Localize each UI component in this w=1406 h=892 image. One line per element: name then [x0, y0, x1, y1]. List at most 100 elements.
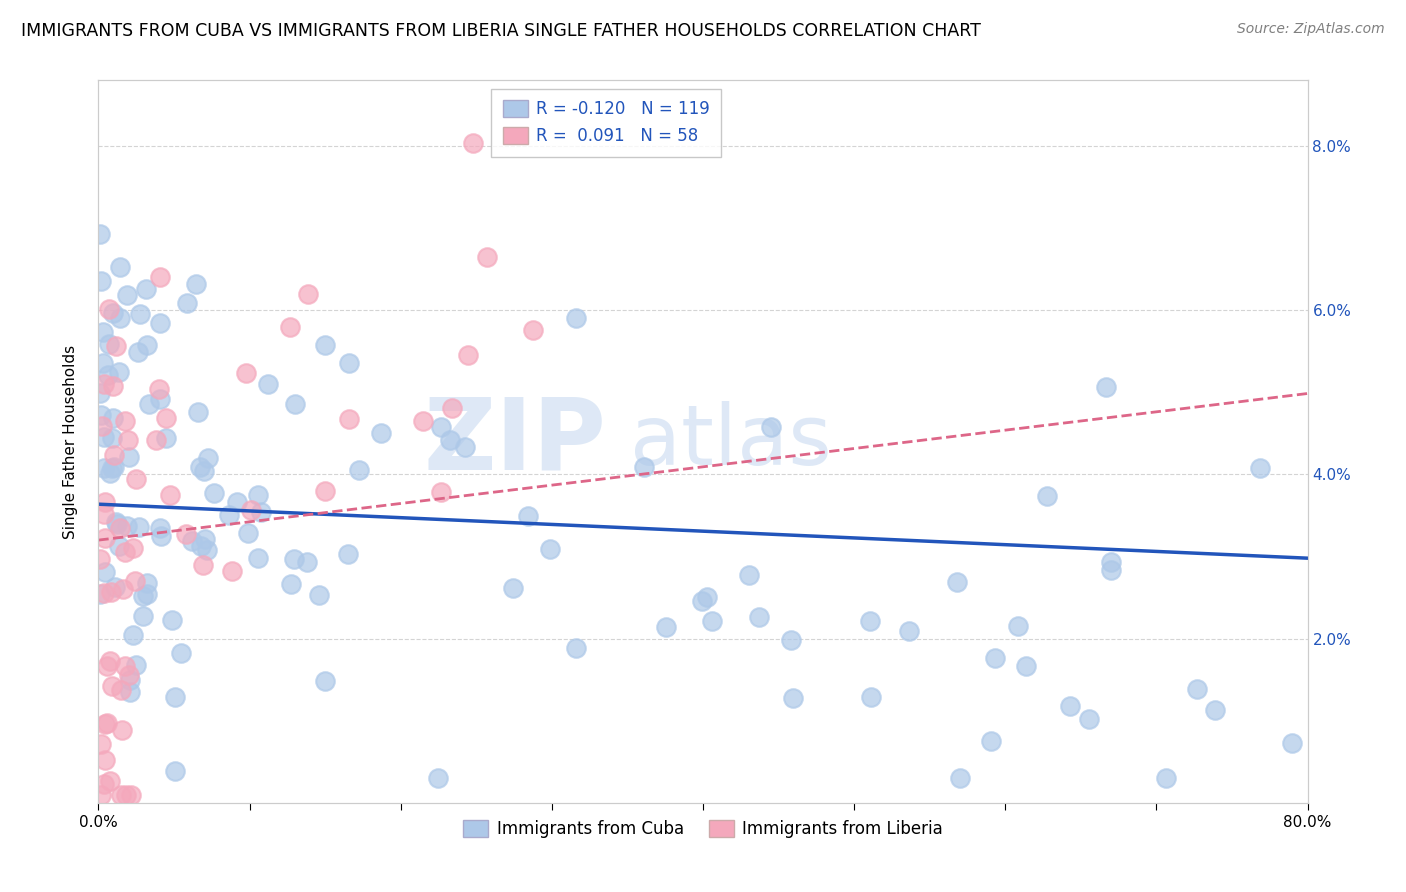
Point — [1154, 771, 1177, 785]
Point — [336, 547, 359, 561]
Point — [859, 614, 882, 628]
Point — [101, 306, 124, 320]
Point — [136, 576, 159, 591]
Point — [96, 658, 118, 673]
Point — [117, 433, 139, 447]
Point — [193, 464, 215, 478]
Point — [782, 690, 804, 705]
Point — [170, 646, 193, 660]
Text: atlas: atlas — [630, 401, 832, 482]
Point — [308, 589, 330, 603]
Point — [194, 532, 217, 546]
Point — [475, 250, 498, 264]
Point — [98, 773, 121, 788]
Point — [1077, 712, 1099, 726]
Point — [115, 518, 138, 533]
Point — [696, 591, 718, 605]
Point — [522, 323, 544, 337]
Point — [1099, 564, 1122, 578]
Point — [94, 531, 117, 545]
Point — [1059, 699, 1081, 714]
Point — [93, 460, 115, 475]
Point — [125, 658, 148, 673]
Point — [162, 613, 184, 627]
Point — [202, 486, 225, 500]
Point — [946, 574, 969, 589]
Point — [110, 788, 132, 802]
Point — [115, 287, 138, 301]
Point — [949, 771, 972, 785]
Point — [235, 366, 257, 380]
Point — [370, 426, 392, 441]
Point — [132, 589, 155, 603]
Point — [93, 777, 115, 791]
Point — [748, 610, 770, 624]
Point — [221, 565, 243, 579]
Point — [149, 316, 172, 330]
Point — [108, 539, 131, 553]
Point — [89, 227, 111, 241]
Point — [897, 624, 920, 638]
Point — [247, 551, 270, 566]
Point — [127, 345, 149, 359]
Point — [93, 495, 115, 509]
Point — [1007, 619, 1029, 633]
Point — [101, 379, 124, 393]
Point — [104, 339, 127, 353]
Point — [97, 336, 120, 351]
Point — [256, 376, 278, 391]
Point — [111, 582, 134, 596]
Point — [191, 558, 214, 573]
Text: IMMIGRANTS FROM CUBA VS IMMIGRANTS FROM LIBERIA SINGLE FATHER HOUSEHOLDS CORRELA: IMMIGRANTS FROM CUBA VS IMMIGRANTS FROM … — [21, 22, 981, 40]
Point — [118, 667, 141, 681]
Point — [250, 505, 273, 519]
Point — [190, 540, 212, 554]
Point — [145, 433, 167, 447]
Point — [163, 764, 186, 778]
Point — [187, 405, 209, 419]
Point — [104, 580, 127, 594]
Point — [121, 628, 143, 642]
Point — [180, 534, 202, 549]
Point — [118, 450, 141, 464]
Point — [120, 685, 142, 699]
Point — [295, 555, 318, 569]
Point — [337, 356, 360, 370]
Point — [429, 420, 451, 434]
Point — [110, 683, 132, 698]
Point — [89, 587, 111, 601]
Point — [114, 659, 136, 673]
Point — [225, 495, 247, 509]
Point — [1204, 703, 1226, 717]
Point — [457, 348, 479, 362]
Point — [91, 356, 114, 370]
Point — [138, 397, 160, 411]
Point — [441, 401, 464, 415]
Point — [96, 716, 118, 731]
Point — [702, 615, 724, 629]
Point — [517, 509, 540, 524]
Point — [136, 587, 159, 601]
Point — [430, 484, 453, 499]
Point — [690, 593, 713, 607]
Point — [980, 734, 1002, 748]
Point — [93, 586, 115, 600]
Point — [135, 338, 157, 352]
Point — [240, 503, 263, 517]
Point — [94, 753, 117, 767]
Point — [97, 301, 120, 316]
Point — [148, 382, 170, 396]
Point — [565, 310, 588, 325]
Point — [453, 441, 475, 455]
Point — [101, 432, 124, 446]
Point — [538, 542, 561, 557]
Point — [159, 488, 181, 502]
Point — [108, 521, 131, 535]
Point — [98, 466, 121, 480]
Point — [1099, 555, 1122, 569]
Point — [90, 408, 112, 422]
Point — [337, 412, 360, 426]
Point — [280, 577, 302, 591]
Point — [780, 633, 803, 648]
Point — [114, 545, 136, 559]
